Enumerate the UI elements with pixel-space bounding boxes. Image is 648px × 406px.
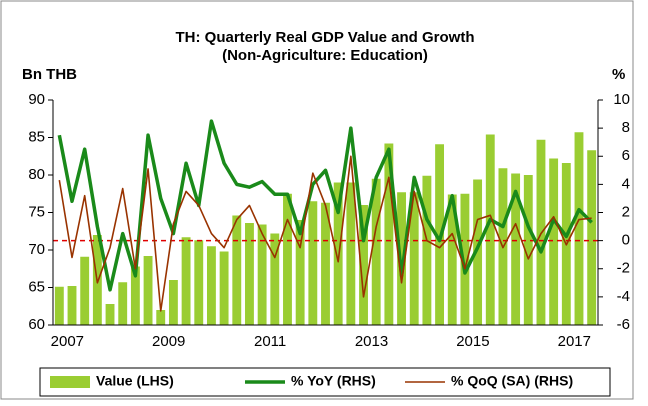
y-tick-label: 70 — [28, 241, 45, 258]
bar — [67, 286, 77, 325]
y-tick-label: 60 — [28, 316, 45, 333]
bar — [523, 175, 533, 325]
y2-tick-label: 0 — [622, 232, 630, 249]
bar — [54, 286, 64, 325]
bar — [511, 173, 521, 325]
legend-swatch — [50, 376, 90, 388]
x-tick-label: 2009 — [152, 333, 185, 350]
bar — [130, 266, 140, 325]
bar — [333, 182, 343, 325]
x-tick-label: 2015 — [456, 333, 489, 350]
legend-label: Value (LHS) — [96, 373, 174, 389]
y-axis-label: Bn THB — [22, 66, 77, 83]
bar — [460, 193, 470, 325]
bar — [105, 304, 115, 325]
bar — [118, 282, 128, 325]
bar — [181, 237, 191, 325]
bar — [232, 215, 242, 325]
line-series — [57, 119, 593, 292]
y2-tick-label: -6 — [617, 316, 630, 333]
bar — [473, 179, 483, 325]
x-tick-label: 2017 — [558, 333, 591, 350]
y-tick-label: 85 — [28, 128, 45, 145]
chart-title: TH: Quarterly Real GDP Value and Growth — [176, 29, 475, 46]
y2-tick-label: 6 — [622, 147, 630, 164]
bar — [245, 223, 254, 325]
y2-tick-label: 4 — [622, 175, 630, 192]
bar — [80, 256, 90, 325]
bar — [485, 134, 495, 325]
y-tick-label: 75 — [28, 203, 45, 220]
y-tick-label: 80 — [28, 166, 45, 183]
bar — [219, 251, 229, 325]
bar — [206, 246, 216, 325]
bar — [194, 240, 204, 325]
legend-box — [39, 367, 611, 397]
y2-tick-label: 8 — [622, 119, 630, 136]
y2-axis-label: % — [612, 66, 625, 83]
bar — [143, 256, 153, 325]
legend-label: % QoQ (SA) (RHS) — [451, 373, 573, 389]
bar — [409, 192, 419, 325]
bar — [308, 201, 318, 325]
bar — [257, 224, 267, 325]
bar — [422, 175, 432, 325]
x-tick-label: 2011 — [254, 333, 286, 350]
y2-tick-label: -4 — [617, 288, 630, 305]
bar — [168, 280, 178, 325]
bar — [384, 143, 394, 325]
bar — [295, 220, 305, 325]
bar — [371, 178, 381, 325]
y2-tick-label: 10 — [613, 91, 630, 108]
bar — [270, 233, 280, 325]
bar — [321, 202, 330, 325]
bar — [359, 205, 368, 325]
y2-tick-label: -2 — [617, 260, 630, 277]
bar — [346, 182, 356, 325]
bar — [574, 132, 584, 325]
bar — [549, 158, 559, 325]
bar — [156, 310, 166, 325]
y-tick-label: 65 — [28, 278, 45, 295]
legend-label: % YoY (RHS) — [291, 373, 376, 389]
x-tick-label: 2013 — [355, 333, 388, 350]
chart-subtitle: (Non-Agriculture: Education) — [222, 47, 428, 64]
x-tick-label: 2007 — [51, 333, 84, 350]
bar — [587, 150, 597, 325]
bar — [283, 193, 292, 325]
y-tick-label: 90 — [28, 91, 45, 108]
line-series — [58, 155, 592, 312]
y2-tick-label: 2 — [622, 203, 630, 220]
bar — [447, 194, 457, 325]
